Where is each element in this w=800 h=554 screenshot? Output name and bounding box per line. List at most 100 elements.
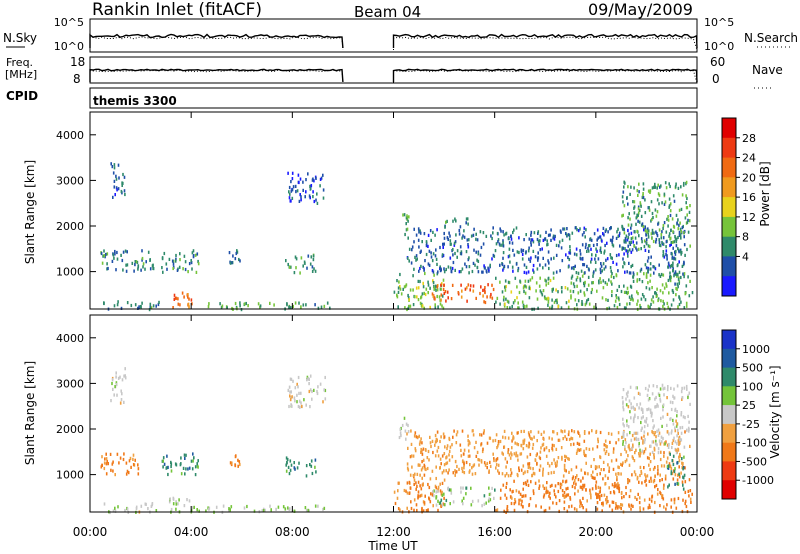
colorbar-cell [722, 256, 736, 277]
colorbar-cell [722, 461, 736, 481]
noise-tick-left-top: 10^5 [54, 16, 84, 29]
power-region [103, 300, 160, 312]
velocity-region [406, 429, 686, 478]
x-axis-ticks: 00:00 04:00 08:00 12:00 16:00 20:00 00:00 [73, 112, 715, 539]
colorbar-cell [722, 118, 736, 139]
power-region [667, 250, 686, 286]
power-region [570, 271, 694, 311]
velocity-ylabel: Slant Range [km] [23, 361, 37, 465]
colorbar-cell [722, 236, 736, 257]
power-ylabel: Slant Range [km] [23, 160, 37, 264]
velocity-region [229, 454, 241, 468]
velocity-y-ticks: 1000 2000 3000 4000 [56, 332, 697, 482]
colorbar-cell [722, 177, 736, 198]
colorbar-tick-label: 12 [742, 211, 756, 224]
colorbar-cell [722, 405, 736, 425]
nave-trace [89, 69, 698, 84]
colorbar-cell [722, 367, 736, 387]
colorbar-tick-label: -25 [742, 418, 760, 431]
colorbar-cell [722, 137, 736, 159]
power-region [621, 180, 691, 252]
y-tick-label: 3000 [56, 174, 84, 187]
nsky-trace [89, 33, 698, 49]
velocity-colorbar: 1000 500 100 25 -25 -100 -500 -1000 [721, 329, 774, 500]
power-region [406, 226, 685, 275]
freq-tick-bottom: 8 [73, 72, 81, 86]
freq-trace [89, 68, 698, 83]
noise-panel: N.Sky N.Search 10^5 10^0 10^5 10^0 [3, 16, 798, 53]
velocity-region [110, 367, 127, 405]
y-tick-label: 1000 [56, 266, 84, 279]
colorbar-tick-label: 16 [742, 191, 756, 204]
velocity-region [287, 374, 327, 409]
velocity-region [100, 452, 140, 477]
freq-label: Freq. [6, 56, 33, 69]
noise-tick-right-top: 10^5 [704, 16, 734, 29]
velocity-region [432, 486, 496, 508]
power-region [287, 171, 325, 205]
nave-tick-bottom: 0 [712, 72, 720, 86]
colorbar-tick-label: -500 [742, 455, 767, 468]
freq-tick-top: 18 [70, 55, 85, 69]
noise-tick-right-bottom: 10^0 [704, 40, 734, 53]
nsearch-trace [89, 36, 698, 51]
power-region [431, 283, 495, 305]
power-region [100, 249, 155, 273]
colorbar-tick-label: 28 [742, 132, 756, 145]
y-tick-label: 1000 [56, 469, 84, 482]
x-tick-label: 12:00 [376, 525, 411, 539]
y-tick-label: 2000 [56, 220, 84, 233]
x-tick-label: 00:00 [73, 525, 108, 539]
velocity-data-regions [100, 367, 693, 515]
power-region [495, 276, 573, 311]
power-y-ticks: 1000 2000 3000 4000 [56, 129, 697, 279]
power-region [228, 249, 241, 265]
colorbar-tick-label: -100 [742, 437, 767, 450]
colorbar-tick-label: 4 [742, 250, 749, 263]
colorbar-cell [722, 276, 736, 297]
velocity-panel: 1000 2000 3000 4000 Slant Range [km] 1000 50… [23, 314, 782, 515]
power-region [172, 291, 193, 310]
power-panel: 1000 2000 3000 4000 Slant Range [km] 4 8 12 16… [23, 111, 772, 312]
freq-panel: Freq. [MHz] Nave 18 8 60 0 [5, 55, 783, 89]
y-tick-label: 4000 [56, 129, 84, 142]
power-region [285, 253, 317, 275]
power-region [207, 301, 331, 312]
colorbar-tick-label: 25 [742, 399, 756, 412]
colorbar-tick-label: -1000 [742, 474, 774, 487]
power-colorbar: 4 8 12 16 20 24 28 [721, 117, 756, 297]
x-axis-label: Time UT [367, 539, 418, 553]
velocity-region [398, 416, 410, 441]
power-region [402, 213, 410, 237]
velocity-region [621, 383, 691, 455]
x-tick-label: 08:00 [275, 525, 310, 539]
colorbar-tick-label: 500 [742, 362, 763, 375]
power-colorbar-label: Power [dB] [758, 161, 772, 226]
x-tick-label: 00:00 [680, 525, 715, 539]
beam-title: Beam 04 [354, 3, 421, 21]
power-data-regions [100, 162, 694, 312]
cpid-label: CPID [6, 89, 38, 103]
colorbar-cell [722, 157, 736, 178]
y-tick-label: 3000 [56, 377, 84, 390]
colorbar-tick-label: 1000 [742, 343, 770, 356]
x-tick-label: 16:00 [477, 525, 512, 539]
velocity-region [570, 474, 693, 514]
velocity-region [285, 456, 317, 478]
velocity-region [161, 452, 199, 477]
colorbar-tick-label: 100 [742, 380, 763, 393]
station-title: Rankin Inlet (fitACF) [92, 0, 262, 20]
colorbar-tick-label: 8 [742, 231, 749, 244]
nave-tick-top: 60 [710, 55, 725, 69]
velocity-region [191, 504, 326, 514]
velocity-region [168, 496, 193, 514]
colorbar-tick-label: 24 [742, 152, 756, 165]
x-tick-label: 20:00 [579, 525, 614, 539]
colorbar-cell [722, 348, 736, 369]
colorbar-tick-label: 20 [742, 171, 756, 184]
nave-label: Nave [752, 63, 783, 77]
freq-unit-label: [MHz] [5, 68, 37, 81]
date-title: 09/May/2009 [588, 0, 693, 19]
x-tick-label: 04:00 [174, 525, 209, 539]
